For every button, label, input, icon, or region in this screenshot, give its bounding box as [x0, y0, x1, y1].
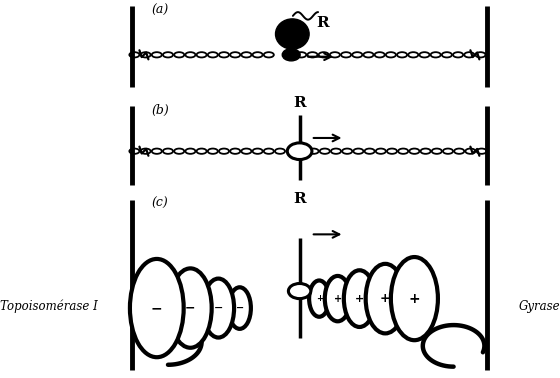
Text: −: −: [185, 302, 195, 314]
Ellipse shape: [386, 52, 396, 57]
Ellipse shape: [129, 149, 139, 154]
Ellipse shape: [309, 149, 319, 154]
Ellipse shape: [208, 149, 218, 154]
Ellipse shape: [432, 149, 442, 154]
Ellipse shape: [253, 52, 263, 57]
Text: −: −: [214, 303, 223, 313]
Text: +: +: [409, 291, 420, 306]
Ellipse shape: [387, 149, 397, 154]
Ellipse shape: [219, 52, 229, 57]
Ellipse shape: [398, 149, 408, 154]
Ellipse shape: [443, 149, 453, 154]
Ellipse shape: [264, 52, 274, 57]
Ellipse shape: [453, 52, 463, 57]
Circle shape: [282, 49, 300, 61]
Ellipse shape: [431, 52, 441, 57]
Ellipse shape: [130, 259, 184, 357]
Ellipse shape: [129, 52, 139, 57]
Ellipse shape: [397, 52, 407, 57]
Ellipse shape: [325, 276, 351, 321]
Text: (b): (b): [151, 104, 169, 117]
Ellipse shape: [253, 149, 263, 154]
Circle shape: [287, 143, 312, 160]
Ellipse shape: [320, 149, 330, 154]
Ellipse shape: [309, 280, 329, 317]
Ellipse shape: [375, 52, 385, 57]
Ellipse shape: [197, 149, 207, 154]
Ellipse shape: [344, 270, 375, 327]
Text: R: R: [293, 96, 306, 110]
Text: (a): (a): [151, 4, 169, 17]
Ellipse shape: [421, 149, 431, 154]
Ellipse shape: [141, 52, 151, 57]
Ellipse shape: [174, 52, 184, 57]
Text: −: −: [236, 303, 244, 313]
Text: Topoisomérase I: Topoisomérase I: [0, 299, 98, 313]
Ellipse shape: [464, 52, 474, 57]
Ellipse shape: [296, 52, 306, 57]
Ellipse shape: [363, 52, 374, 57]
Ellipse shape: [275, 149, 285, 154]
Ellipse shape: [391, 257, 438, 340]
Text: Gyrase: Gyrase: [519, 300, 560, 313]
Ellipse shape: [365, 149, 375, 154]
Ellipse shape: [174, 149, 184, 154]
Ellipse shape: [152, 149, 162, 154]
Ellipse shape: [185, 52, 195, 57]
Text: (c): (c): [151, 197, 168, 210]
Ellipse shape: [319, 52, 329, 57]
Ellipse shape: [307, 52, 318, 57]
Ellipse shape: [197, 52, 207, 57]
Ellipse shape: [228, 287, 251, 329]
Ellipse shape: [230, 52, 240, 57]
Ellipse shape: [208, 52, 218, 57]
Ellipse shape: [408, 52, 418, 57]
Ellipse shape: [219, 149, 229, 154]
Ellipse shape: [342, 149, 352, 154]
Ellipse shape: [241, 52, 251, 57]
Ellipse shape: [465, 149, 475, 154]
Ellipse shape: [241, 149, 251, 154]
Ellipse shape: [475, 52, 486, 57]
Ellipse shape: [276, 19, 309, 49]
Text: −: −: [151, 301, 162, 315]
Ellipse shape: [169, 268, 212, 348]
Text: R: R: [316, 15, 329, 30]
Text: +: +: [316, 294, 323, 303]
Ellipse shape: [409, 149, 419, 154]
Circle shape: [288, 284, 311, 299]
Text: R: R: [293, 192, 306, 206]
Text: +: +: [380, 292, 390, 305]
Ellipse shape: [419, 52, 430, 57]
Ellipse shape: [152, 52, 162, 57]
Ellipse shape: [141, 149, 151, 154]
Ellipse shape: [163, 52, 173, 57]
Text: +: +: [334, 294, 342, 304]
Ellipse shape: [376, 149, 386, 154]
Ellipse shape: [366, 264, 405, 333]
Ellipse shape: [477, 149, 487, 154]
Ellipse shape: [341, 52, 351, 57]
Ellipse shape: [185, 149, 195, 154]
Ellipse shape: [352, 52, 362, 57]
Ellipse shape: [353, 149, 363, 154]
Ellipse shape: [331, 149, 341, 154]
Text: +: +: [355, 294, 364, 304]
Ellipse shape: [203, 279, 234, 338]
Ellipse shape: [264, 149, 274, 154]
Ellipse shape: [330, 52, 340, 57]
Ellipse shape: [454, 149, 464, 154]
Ellipse shape: [163, 149, 173, 154]
Ellipse shape: [442, 52, 452, 57]
Ellipse shape: [230, 149, 240, 154]
